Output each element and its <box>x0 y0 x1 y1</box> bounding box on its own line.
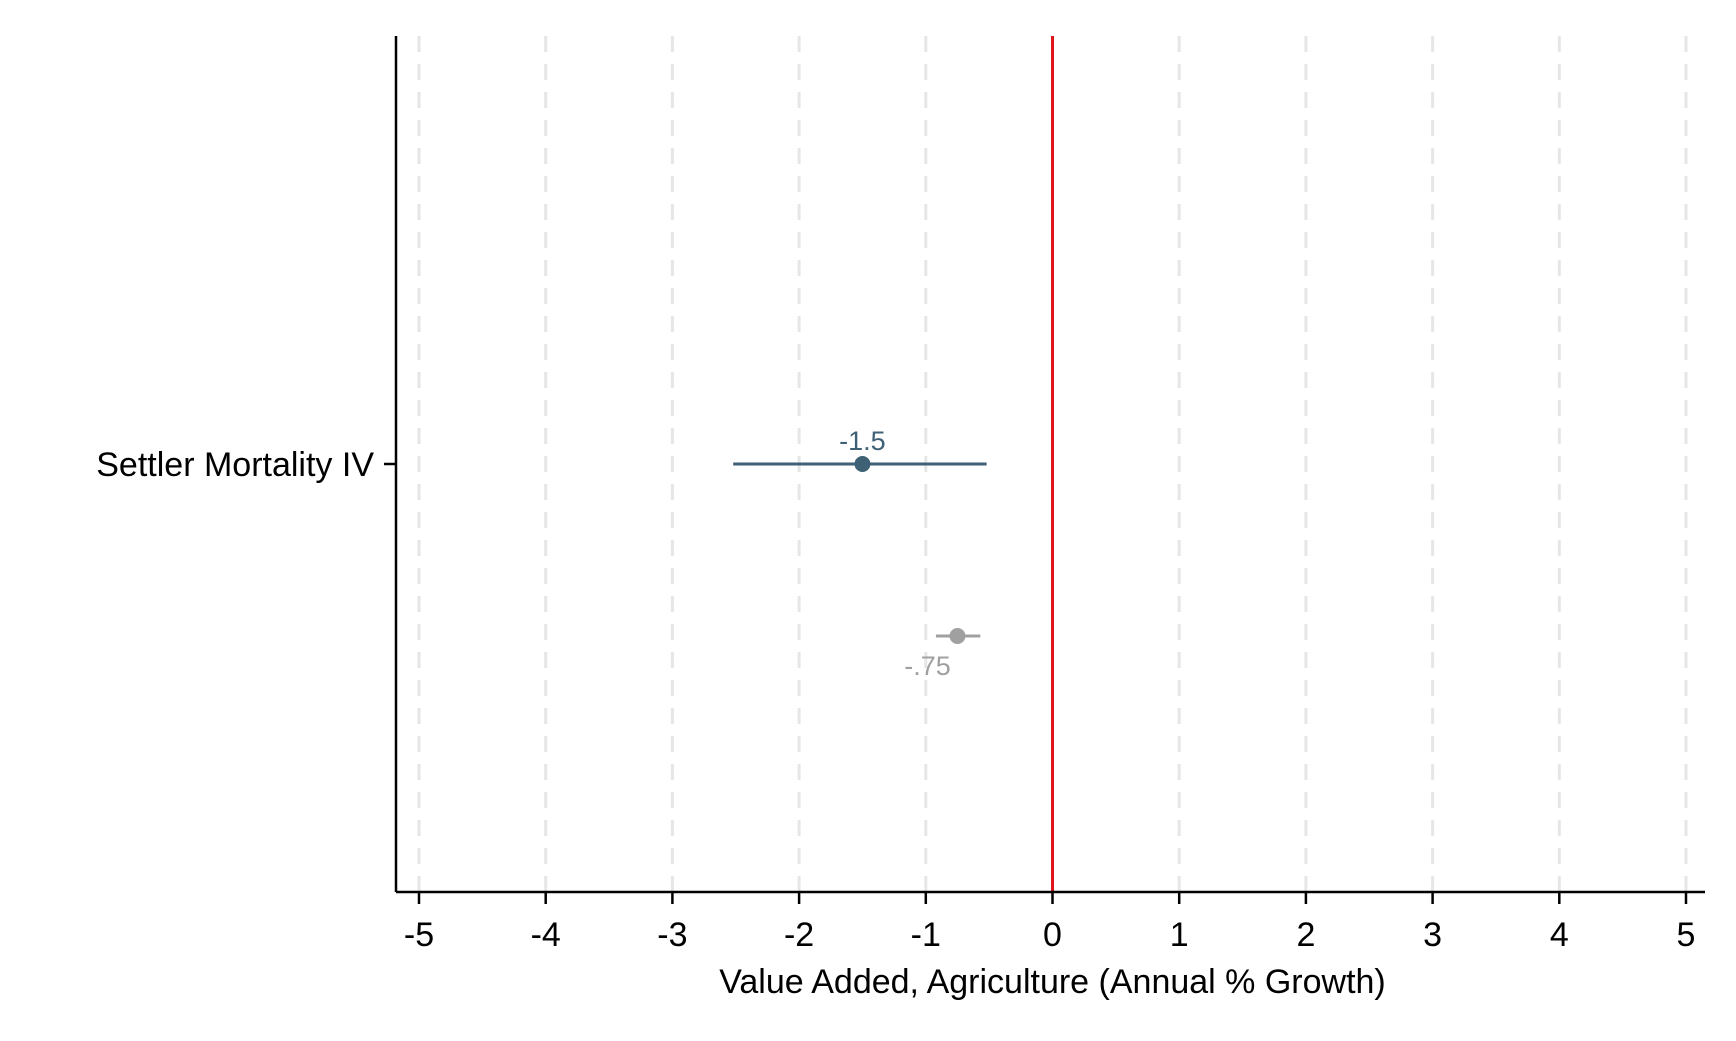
x-tick-label: -2 <box>784 916 814 954</box>
x-axis-title: Value Added, Agriculture (Annual % Growt… <box>719 963 1386 1001</box>
x-tick-label: 4 <box>1550 916 1569 954</box>
x-tick-label: 5 <box>1677 916 1696 954</box>
axes <box>384 36 1705 894</box>
category-label: Settler Mortality IV <box>96 446 374 484</box>
x-axis-ticks: -5 -4 -3 -2 -1 0 1 2 3 4 5 <box>404 892 1696 954</box>
point-estimate <box>854 456 871 472</box>
x-tick-label: 2 <box>1296 916 1315 954</box>
x-tick-label: -3 <box>657 916 687 954</box>
x-tick-label: -1 <box>911 916 941 954</box>
point-estimate <box>949 628 966 644</box>
x-tick-label: 1 <box>1170 916 1189 954</box>
x-tick-label: -4 <box>531 916 561 954</box>
x-tick-label: 3 <box>1423 916 1442 954</box>
estimates: -1.5 -.75 <box>733 426 987 681</box>
estimate-label: -.75 <box>904 651 951 681</box>
x-tick-label: -5 <box>404 916 434 954</box>
x-tick-label: 0 <box>1043 916 1062 954</box>
estimate-label: -1.5 <box>839 426 886 456</box>
